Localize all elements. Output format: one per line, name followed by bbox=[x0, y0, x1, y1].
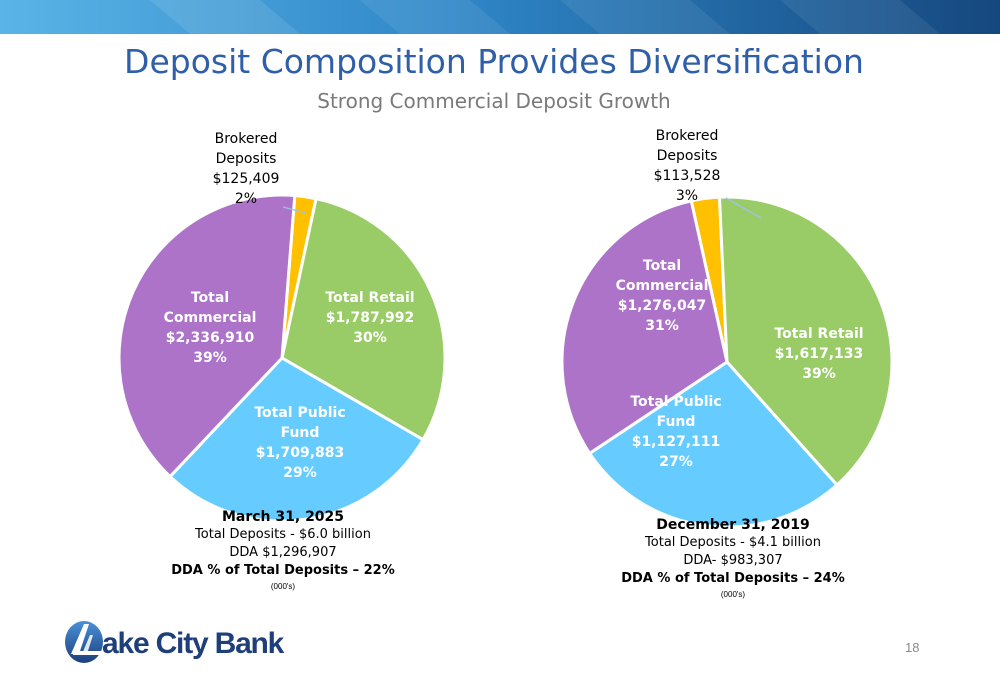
logo-wordmark: ake City Bank bbox=[102, 627, 285, 660]
slice-value-label: $125,409 bbox=[213, 171, 280, 187]
slice-value-label: $1,787,992 bbox=[326, 310, 415, 326]
caption-units: (000's) bbox=[270, 582, 296, 591]
slice-percent-label: 30% bbox=[353, 330, 387, 346]
pie-slice-commercial bbox=[117, 193, 297, 479]
pie-slice-retail bbox=[717, 195, 894, 488]
slice-label-text: Brokered bbox=[215, 131, 278, 147]
slice-label-public-fund: Total Public Fund $1,127,111 27% bbox=[630, 394, 721, 470]
pie-slice-commercial bbox=[560, 199, 729, 456]
caption-december-2019: December 31, 2019 Total Deposits - $4.1 … bbox=[583, 516, 883, 602]
pie-slice-retail bbox=[280, 196, 447, 442]
page-number: 18 bbox=[905, 640, 920, 655]
caption-dda: DDA- $983,307 bbox=[683, 553, 783, 568]
slice-label-text: Total Public bbox=[254, 405, 345, 421]
caption-total-deposits: Total Deposits - $4.1 billion bbox=[645, 535, 821, 550]
slice-label-public-fund: Total Public Fund $1,709,883 29% bbox=[254, 405, 345, 481]
slice-label-text: Total bbox=[191, 290, 229, 306]
slice-label-text: Total bbox=[643, 258, 681, 274]
slice-label-retail: Total Retail $1,617,133 39% bbox=[774, 326, 863, 382]
slice-label-text: Total Retail bbox=[325, 290, 414, 306]
slice-label-text: Total Public bbox=[630, 394, 721, 410]
header-banner bbox=[0, 0, 1000, 34]
slice-label-text: Deposits bbox=[657, 148, 718, 164]
slice-value-label: $1,127,111 bbox=[632, 434, 721, 450]
leader-line bbox=[725, 197, 762, 219]
caption-dda-percent: DDA % of Total Deposits – 22% bbox=[171, 563, 395, 578]
lake-city-bank-logo: ake City Bank bbox=[65, 621, 286, 663]
slice-label-retail: Total Retail $1,787,992 30% bbox=[325, 290, 414, 346]
slice-label-commercial: Total Commercial $2,336,910 39% bbox=[164, 290, 257, 366]
caption-dda: DDA $1,296,907 bbox=[229, 545, 337, 560]
slice-label-text: Deposits bbox=[216, 151, 277, 167]
page-subtitle: Strong Commercial Deposit Growth bbox=[317, 89, 671, 113]
slice-label-commercial: Total Commercial $1,276,047 31% bbox=[616, 258, 709, 334]
slice-percent-label: 39% bbox=[802, 366, 836, 382]
slice-percent-label: 29% bbox=[283, 465, 317, 481]
slice-percent-label: 31% bbox=[645, 318, 679, 334]
pie-slice-public-fund bbox=[587, 360, 840, 529]
slice-percent-label: 3% bbox=[676, 188, 698, 204]
pie-chart-march-2025: Brokered Deposits $125,409 2% Total Retail $1… bbox=[117, 131, 447, 523]
slice-label-brokered: Brokered Deposits $125,409 2% bbox=[213, 131, 280, 207]
slice-label-text: Commercial bbox=[616, 278, 709, 294]
leader-line bbox=[282, 206, 307, 214]
caption-march-2025: March 31, 2025 Total Deposits - $6.0 bil… bbox=[133, 508, 433, 594]
slice-label-text: Commercial bbox=[164, 310, 257, 326]
pie-slice-public-fund bbox=[167, 356, 426, 523]
slice-label-text: Fund bbox=[281, 425, 320, 441]
slice-value-label: $1,709,883 bbox=[256, 445, 345, 461]
slice-value-label: $113,528 bbox=[654, 168, 721, 184]
slice-label-text: Fund bbox=[657, 414, 696, 430]
slice-value-label: $1,276,047 bbox=[618, 298, 707, 314]
slice-label-text: Brokered bbox=[656, 128, 719, 144]
caption-date: December 31, 2019 bbox=[656, 517, 810, 533]
caption-date: March 31, 2025 bbox=[221, 509, 345, 525]
slice-label-text: Total Retail bbox=[774, 326, 863, 342]
slice-value-label: $2,336,910 bbox=[166, 330, 255, 346]
slice-percent-label: 2% bbox=[235, 191, 257, 207]
pie-chart-december-2019: Brokered Deposits $113,528 3% Total Retail $1… bbox=[560, 128, 894, 529]
caption-units: (000's) bbox=[720, 590, 746, 599]
slice-percent-label: 39% bbox=[193, 350, 227, 366]
slice-percent-label: 27% bbox=[659, 454, 693, 470]
caption-total-deposits: Total Deposits - $6.0 billion bbox=[195, 527, 371, 542]
page-title: Deposit Composition Provides Diversifica… bbox=[124, 42, 864, 81]
slice-value-label: $1,617,133 bbox=[775, 346, 864, 362]
slice-label-brokered: Brokered Deposits $113,528 3% bbox=[654, 128, 721, 204]
caption-dda-percent: DDA % of Total Deposits – 24% bbox=[621, 571, 845, 586]
